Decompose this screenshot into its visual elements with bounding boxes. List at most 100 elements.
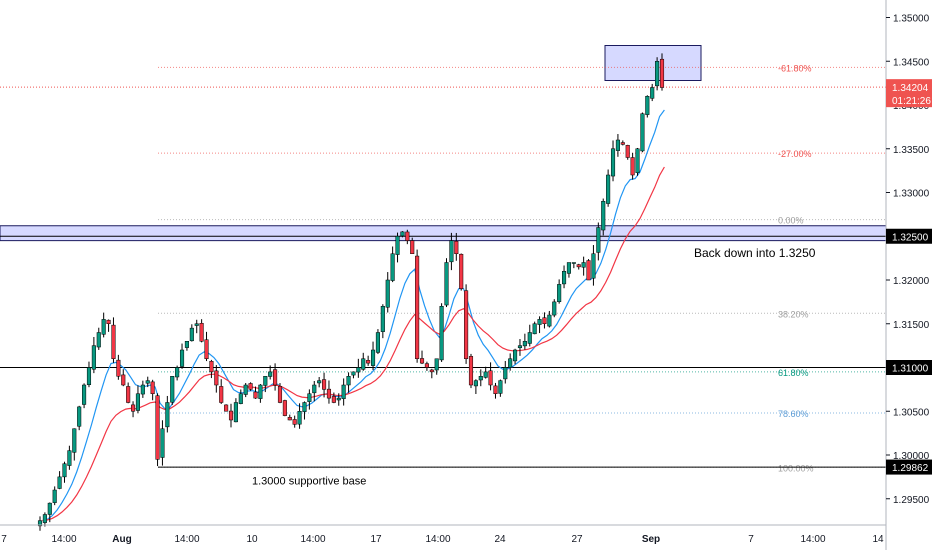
candle-body: [214, 370, 219, 386]
candle-body: [464, 290, 469, 359]
target-box-zone: [604, 45, 702, 81]
candle-body: [106, 319, 111, 324]
candle-body: [581, 262, 586, 268]
candle-body: [189, 327, 194, 342]
candle-body: [126, 386, 131, 403]
candle-body: [542, 317, 547, 325]
fib-level-label: -61.80%: [778, 63, 812, 73]
time-axis[interactable]: 7 14:00 Aug 14:00 10 14:00 17 14:00 24 27 Sep 7 14:0…: [0, 524, 886, 545]
candle-body: [517, 345, 523, 349]
candle-body: [52, 489, 57, 503]
candle-body: [571, 262, 576, 264]
candle-body: [331, 396, 336, 403]
level-badge-label: 1.32500: [892, 232, 929, 243]
candle-body: [444, 262, 449, 306]
candle-body: [282, 400, 287, 416]
level-badge[interactable]: [886, 360, 932, 375]
fib-level-label: -27.00%: [778, 149, 812, 159]
candle-body: [429, 369, 434, 373]
annotation-supportive-base: 1.3000 supportive base: [252, 475, 366, 487]
candle-body: [620, 142, 625, 145]
candle-body: [645, 96, 650, 115]
candle-body: [488, 370, 493, 386]
price-tick-label: 1.31500: [893, 320, 930, 331]
candle-body: [224, 404, 229, 412]
candle-body: [150, 381, 155, 394]
candle-body: [522, 341, 527, 347]
candle-body: [273, 369, 278, 386]
time-axis-label: 14: [872, 534, 884, 545]
bar-countdown-label: 01:21:26: [892, 96, 931, 107]
candle-body: [292, 419, 297, 425]
candle-body: [67, 450, 72, 466]
candle-body: [410, 240, 415, 255]
resistance-band-zone: [0, 225, 887, 242]
candle-body: [57, 476, 62, 489]
time-axis-label: 24: [494, 534, 506, 545]
candle-body: [140, 384, 145, 395]
zones-layer: [0, 45, 887, 242]
candle-body: [194, 323, 199, 326]
candle-body: [160, 428, 165, 458]
candle-body: [263, 376, 268, 386]
time-axis-month-label: Sep: [642, 534, 660, 545]
candle-body: [287, 417, 292, 421]
candle-body: [532, 323, 537, 335]
candle-body: [253, 391, 258, 399]
candle-body: [659, 58, 665, 88]
candle-body: [72, 428, 77, 453]
candle-body: [586, 260, 591, 281]
candle-body: [390, 253, 395, 281]
ema-slow-line: [42, 166, 665, 522]
candle-body: [395, 236, 400, 255]
candle-body: [361, 358, 366, 370]
horizontal-lines-layer: [0, 86, 886, 468]
candle-body: [375, 332, 380, 353]
candles-layer: [37, 53, 665, 531]
candle-body: [405, 231, 410, 241]
candle-body: [258, 384, 263, 399]
price-tick-label: 1.32000: [893, 276, 930, 287]
price-axis[interactable]: 1.350001.345001.340001.335001.330001.320…: [885, 0, 932, 550]
candle-body: [493, 385, 498, 394]
candle-body: [473, 380, 478, 387]
price-tick-label: 1.30000: [893, 451, 930, 462]
candle-body: [82, 384, 87, 405]
candle-body: [268, 371, 273, 377]
candle-body: [561, 271, 567, 285]
candle-body: [439, 306, 444, 361]
candle-body: [415, 255, 420, 359]
candle-body: [498, 380, 503, 394]
candle-body: [204, 339, 209, 360]
candle-body: [170, 376, 175, 403]
candle-body: [116, 359, 121, 377]
candle-body: [233, 402, 238, 423]
fib-level-label: 100.00%: [778, 463, 814, 473]
candle-body: [243, 384, 248, 395]
candle-body: [199, 323, 204, 342]
candle-body: [459, 253, 464, 290]
time-axis-label: 14:00: [800, 534, 825, 545]
candle-body: [380, 306, 385, 332]
level-badge[interactable]: [886, 228, 932, 244]
candle-body: [346, 376, 351, 386]
candle-body: [635, 148, 640, 173]
time-axis-label: 17: [370, 534, 382, 545]
candle-body: [91, 345, 96, 370]
candle-body: [478, 376, 483, 381]
level-badge-label: 1.29862: [892, 463, 929, 474]
time-axis-label: 27: [571, 534, 583, 545]
fib-level-label: 61.80%: [778, 368, 809, 378]
ema-fast-line: [42, 109, 665, 522]
candle-body: [322, 379, 327, 390]
candle-body: [449, 240, 454, 263]
candle-body: [248, 383, 253, 390]
candle-body: [630, 157, 635, 176]
candle-body: [317, 380, 322, 384]
last-price-badge[interactable]: [886, 79, 932, 108]
price-tick-label: 1.35000: [893, 14, 930, 25]
candle-body: [37, 520, 43, 527]
level-badge[interactable]: [886, 459, 932, 475]
